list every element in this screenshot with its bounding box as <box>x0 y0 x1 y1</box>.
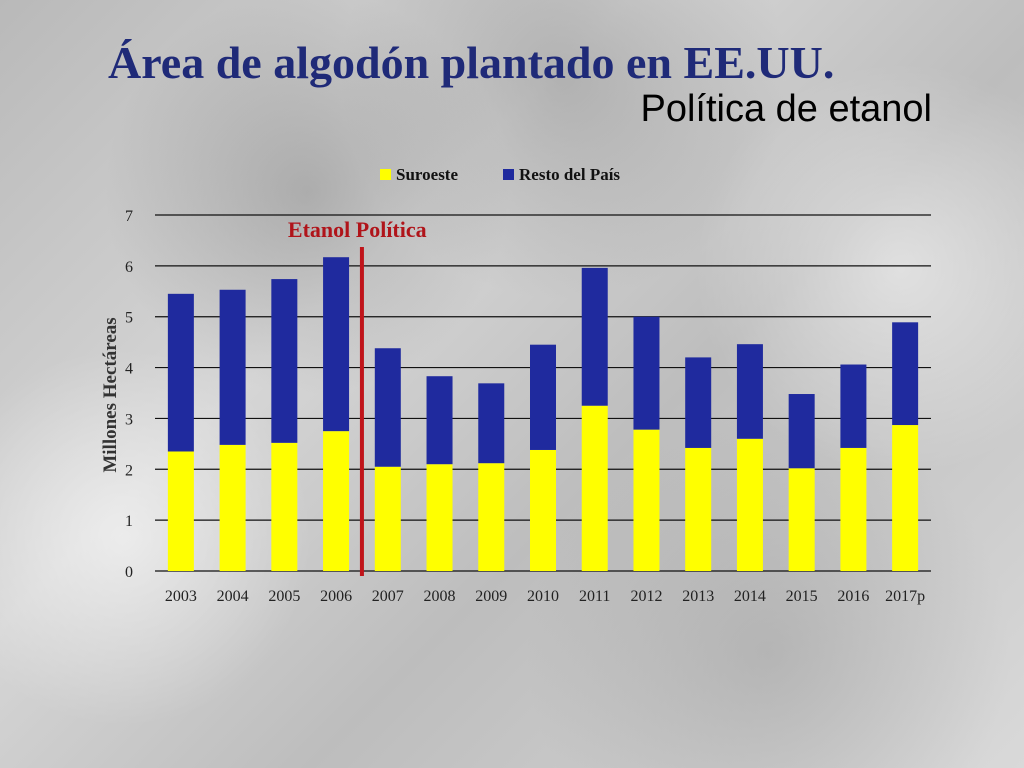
x-tick-label: 2015 <box>786 588 818 605</box>
bar-suroeste-2017p <box>892 425 919 571</box>
bar-suroeste-2015 <box>788 468 815 571</box>
x-tick-label: 2010 <box>527 588 559 605</box>
bar-resto-2016 <box>840 364 867 448</box>
bar-resto-2008 <box>426 376 453 465</box>
bar-suroeste-2004 <box>219 444 246 571</box>
legend-resto-del-pais-label: Resto del País <box>519 165 620 184</box>
x-tick-label: 2008 <box>424 588 456 605</box>
legend-resto-del-pais-swatch <box>503 169 514 180</box>
bar-suroeste-2009 <box>478 463 505 571</box>
x-tick-label: 2016 <box>837 588 869 605</box>
bar-resto-2010 <box>530 344 556 450</box>
bar-resto-2014 <box>736 344 763 439</box>
bar-suroeste-2007 <box>374 466 401 571</box>
bar-resto-2006 <box>323 257 350 432</box>
bar-resto-2009 <box>478 383 505 464</box>
x-tick-label: 2012 <box>630 588 662 605</box>
x-tick-label: 2014 <box>734 588 766 605</box>
x-tick-label: 2011 <box>579 588 610 605</box>
x-tick-label: 2006 <box>320 588 352 605</box>
y-axis-label: Millones Hectáreas <box>100 317 121 472</box>
x-tick-label: 2009 <box>475 588 507 605</box>
bar-suroeste-2010 <box>530 449 556 571</box>
x-tick-label: 2007 <box>372 588 404 605</box>
slide-title: Área de algodón plantado en EE.UU. <box>108 37 835 88</box>
y-tick-label: 3 <box>125 411 133 428</box>
legend: Suroeste Resto del País <box>380 165 620 184</box>
y-tick-label: 7 <box>125 208 133 225</box>
slide-subtitle: Política de etanol <box>640 88 932 130</box>
bar-suroeste-2005 <box>271 442 298 571</box>
bar-resto-2005 <box>271 279 298 443</box>
bar-resto-2007 <box>374 348 401 467</box>
y-tick-label: 5 <box>125 310 133 327</box>
x-tick-labels: 2003 2004 2005 2006 2007 2008 2009 2010 2011 2012… <box>165 588 925 605</box>
legend-suroeste-label: Suroeste <box>396 165 458 184</box>
bar-resto-2012 <box>633 316 660 430</box>
y-tick-label: 2 <box>125 462 133 479</box>
bar-resto-2013 <box>685 357 712 448</box>
bar-suroeste-2013 <box>685 447 712 571</box>
bar-suroeste-2016 <box>840 447 867 571</box>
y-tick-labels: 0 1 2 3 4 5 6 7 <box>125 208 133 581</box>
x-tick-label: 2004 <box>217 588 249 605</box>
y-tick-label: 1 <box>125 513 133 530</box>
legend-suroeste-swatch <box>380 169 391 180</box>
bars <box>167 257 919 571</box>
y-tick-label: 6 <box>125 259 133 276</box>
x-tick-label: 2013 <box>682 588 714 605</box>
bar-suroeste-2011 <box>581 405 608 571</box>
bar-suroeste-2008 <box>426 464 453 571</box>
bar-suroeste-2012 <box>633 429 660 571</box>
y-tick-label: 0 <box>125 564 133 581</box>
bar-suroeste-2014 <box>736 438 763 571</box>
bar-resto-2017p <box>892 322 919 426</box>
bar-resto-2015 <box>788 394 815 469</box>
x-tick-label: 2003 <box>165 588 197 605</box>
bar-suroeste-2003 <box>167 451 194 571</box>
bar-suroeste-2006 <box>323 431 350 571</box>
bar-resto-2004 <box>219 289 246 445</box>
bar-resto-2011 <box>581 267 608 406</box>
x-tick-label: 2005 <box>268 588 300 605</box>
y-tick-label: 4 <box>125 361 133 378</box>
ethanol-policy-annotation: Etanol Política <box>288 217 427 242</box>
x-tick-label: 2017p <box>885 588 925 605</box>
bar-resto-2003 <box>167 293 194 452</box>
